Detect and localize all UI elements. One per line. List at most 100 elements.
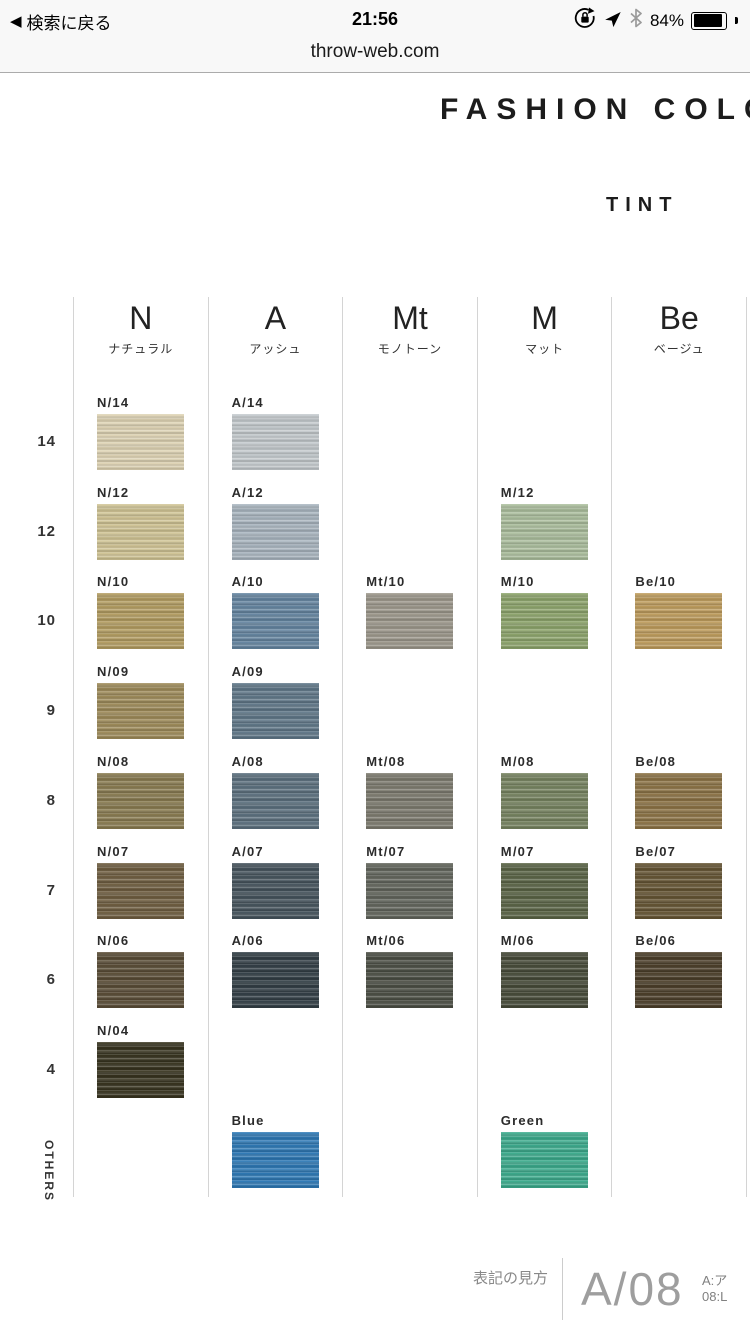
swatch-N/12 xyxy=(97,503,184,560)
row-level-9: 9 xyxy=(46,702,56,720)
swatch-Blue xyxy=(231,1131,319,1188)
swatch-label-Be/06: Be/06 xyxy=(635,933,677,949)
column-header-Be: Be xyxy=(659,300,699,336)
swatch-A/07 xyxy=(231,862,319,919)
bluetooth-icon xyxy=(629,8,643,33)
swatch-N/08 xyxy=(97,772,184,829)
collection-title: TINT xyxy=(606,194,679,216)
location-arrow-icon xyxy=(603,9,622,33)
swatch-A/09 xyxy=(231,683,319,740)
swatch-Mt/10 xyxy=(366,593,454,650)
swatch-label-Mt/10: Mt/10 xyxy=(366,574,406,590)
back-icon: ◀ xyxy=(10,13,22,30)
swatch-Green xyxy=(500,1131,588,1188)
swatch-M/06 xyxy=(500,952,588,1009)
column-Mt: Mt モノトーン xyxy=(342,297,477,1197)
swatch-label-M/08: M/08 xyxy=(500,753,535,769)
swatch-label-N/07: N/07 xyxy=(97,843,130,859)
swatch-label-N/08: N/08 xyxy=(97,753,130,769)
row-level-12: 12 xyxy=(37,522,56,540)
swatch-N/04 xyxy=(97,1041,184,1098)
swatch-N/06 xyxy=(97,952,184,1009)
swatch-Mt/08 xyxy=(366,772,454,829)
table-right-divider xyxy=(746,297,747,1197)
swatch-label-N/10: N/10 xyxy=(97,574,130,590)
column-header-M: M xyxy=(531,300,558,336)
row-level-14: 14 xyxy=(37,433,56,450)
legend-example-code: A/08 xyxy=(581,1263,684,1315)
battery-percent: 84% xyxy=(649,10,684,30)
column-kana-Be: ベージュ xyxy=(653,342,705,356)
swatch-label-A/07: A/07 xyxy=(231,843,264,859)
swatch-Mt/07 xyxy=(366,862,454,919)
rotation-lock-icon xyxy=(574,7,596,34)
column-kana-M: マット xyxy=(525,342,565,356)
row-level-OTHERS: OTHERS xyxy=(42,1139,56,1202)
swatch-Be/07 xyxy=(635,862,723,919)
column-header-N: N xyxy=(129,300,153,336)
status-time: 21:56 xyxy=(351,9,399,29)
address-bar[interactable]: throw-web.com xyxy=(0,41,750,63)
swatch-A/06 xyxy=(231,952,319,1009)
swatch-label-N/14: N/14 xyxy=(97,395,130,410)
swatch-label-Blue: Blue xyxy=(231,1112,265,1128)
swatch-label-Mt/08: Mt/08 xyxy=(366,753,406,769)
column-kana-N: ナチュラル xyxy=(108,342,174,356)
swatch-label-N/06: N/06 xyxy=(97,933,130,949)
swatch-M/07 xyxy=(500,862,588,919)
swatch-Mt/06 xyxy=(366,952,454,1009)
status-bar: ◀ 検索に戻る 21:56 xyxy=(0,0,750,73)
swatch-M/10 xyxy=(500,593,588,650)
swatch-Be/06 xyxy=(635,952,723,1009)
swatch-label-A/10: A/10 xyxy=(231,574,264,590)
swatch-label-Mt/07: Mt/07 xyxy=(366,843,406,859)
swatch-label-M/12: M/12 xyxy=(500,484,535,500)
swatch-label-M/06: M/06 xyxy=(500,933,535,949)
swatch-label-M/07: M/07 xyxy=(500,843,535,859)
column-header-Mt: Mt xyxy=(392,300,428,336)
column-A: A アッシュ xyxy=(207,297,343,1197)
swatch-N/14 xyxy=(97,414,184,470)
swatch-label-Be/07: Be/07 xyxy=(635,843,677,859)
row-level-6: 6 xyxy=(46,971,56,989)
column-M: M マット xyxy=(476,297,612,1197)
swatch-N/07 xyxy=(97,862,184,919)
swatch-label-Be/08: Be/08 xyxy=(635,753,677,769)
swatch-label-Green: Green xyxy=(500,1112,545,1128)
battery-nub xyxy=(735,17,738,24)
battery-icon xyxy=(691,11,727,30)
row-level-8: 8 xyxy=(46,791,56,809)
legend-note-2: 08:L xyxy=(702,1289,728,1304)
swatch-Be/08 xyxy=(635,772,723,829)
status-icons: 84% xyxy=(574,7,738,34)
swatch-M/12 xyxy=(500,503,588,560)
back-label: 検索に戻る xyxy=(26,14,112,33)
row-level-10: 10 xyxy=(37,612,56,630)
swatch-label-N/04: N/04 xyxy=(97,1022,130,1038)
swatch-label-A/14: A/14 xyxy=(231,395,264,410)
swatch-label-Be/10: Be/10 xyxy=(635,574,677,590)
column-kana-Mt: モノトーン xyxy=(377,342,443,356)
swatch-A/12 xyxy=(231,503,319,560)
row-level-4: 4 xyxy=(46,1060,56,1078)
row-level-7: 7 xyxy=(46,881,56,899)
column-header-A: A xyxy=(264,300,287,336)
legend-label: 表記の見方 xyxy=(472,1270,548,1287)
page-title: FASHION COLOR xyxy=(440,93,750,126)
swatch-A/14 xyxy=(231,414,319,470)
legend-divider xyxy=(562,1258,563,1320)
swatch-label-Mt/06: Mt/06 xyxy=(366,933,406,949)
swatch-N/10 xyxy=(97,593,184,650)
swatch-label-A/08: A/08 xyxy=(231,753,264,769)
swatch-label-A/09: A/09 xyxy=(231,664,264,680)
legend-note-1: A:ア xyxy=(702,1273,728,1288)
address-bar-url: throw-web.com xyxy=(310,41,440,62)
swatch-M/08 xyxy=(500,772,588,829)
swatch-N/09 xyxy=(97,683,184,740)
swatch-Be/10 xyxy=(635,593,723,650)
back-to-search-button[interactable]: ◀ 検索に戻る xyxy=(10,9,112,34)
swatch-label-N/12: N/12 xyxy=(97,484,130,500)
swatch-label-A/12: A/12 xyxy=(231,484,264,500)
color-palette-table: N ナチュラル A アッシュ Mt モノトーン M マット Be ベージュ 14 N/14 A/14 12… xyxy=(0,297,750,1202)
